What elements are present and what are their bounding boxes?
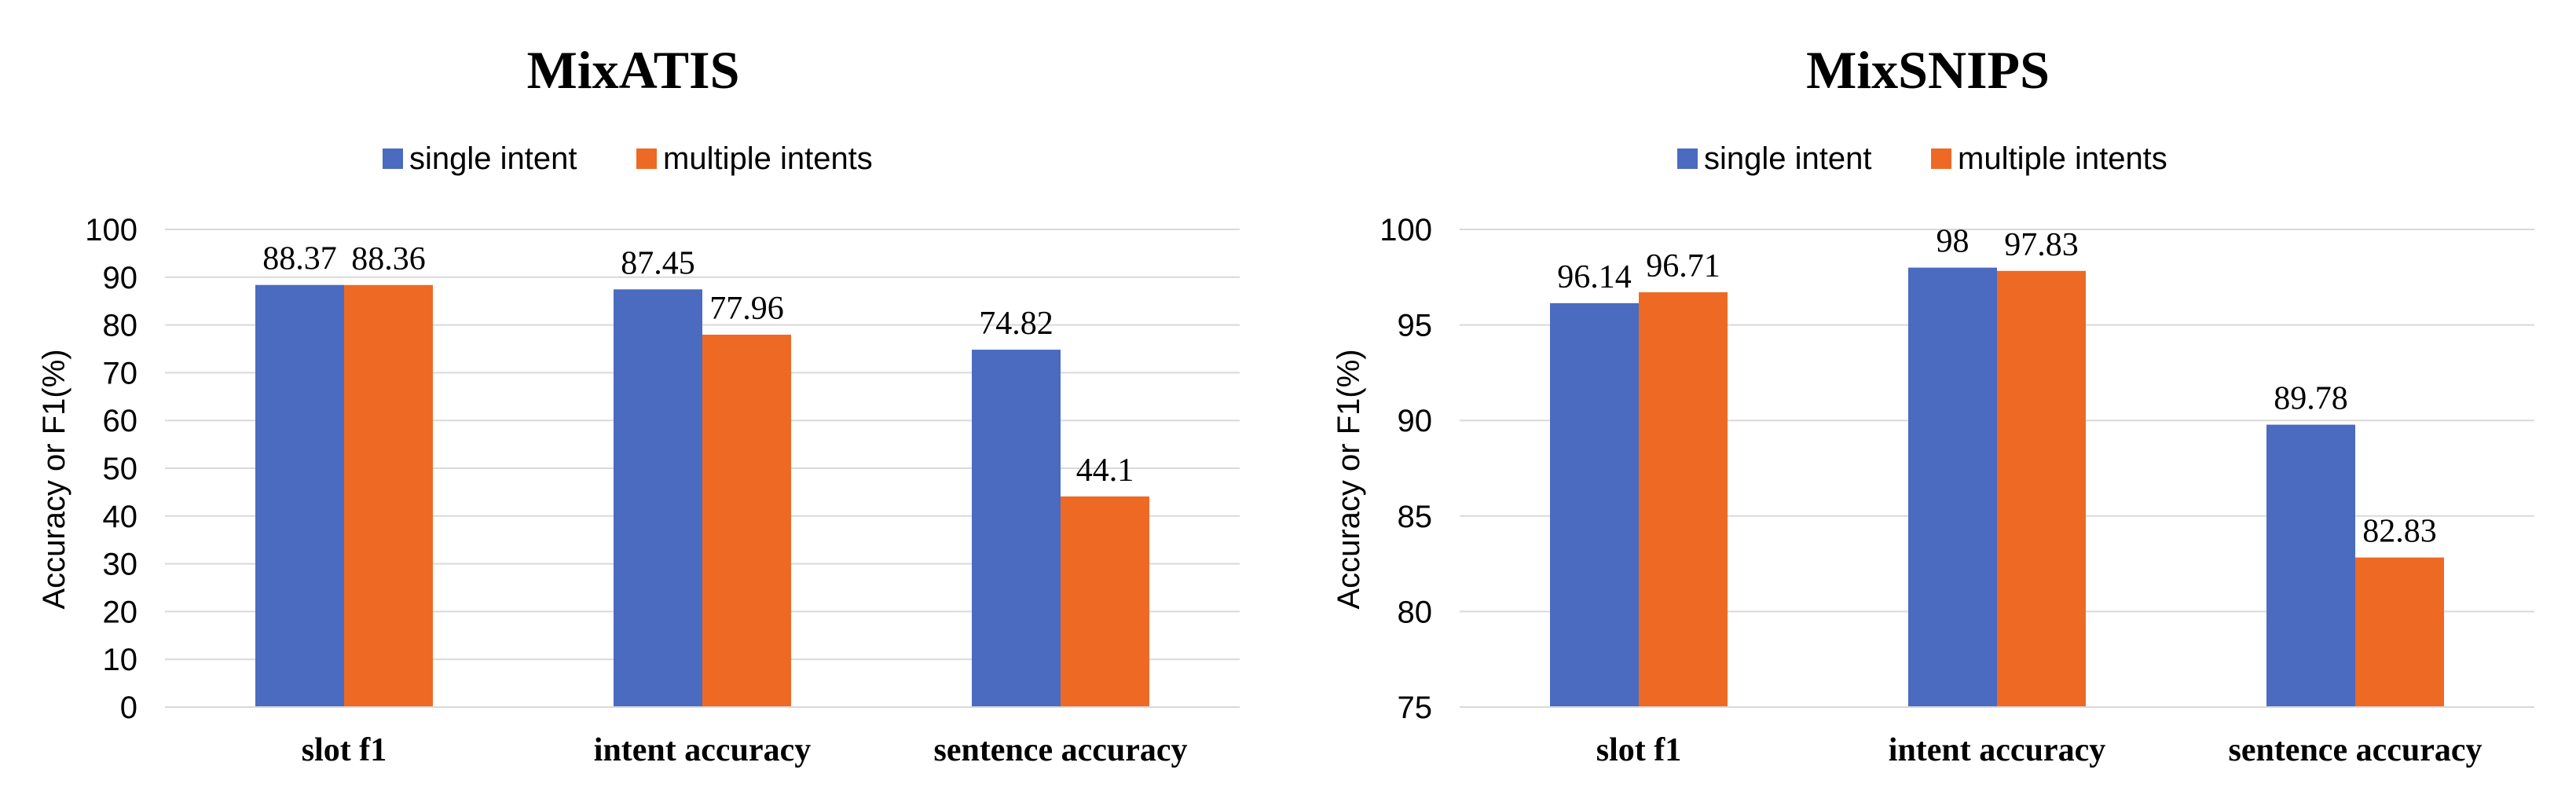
x-tick-label: slot f1: [1596, 732, 1682, 768]
y-tick-label: 85: [1398, 500, 1433, 534]
bar: [1908, 267, 1997, 707]
chart-mixatis: MixATIS single intent multiple intents A…: [37, 40, 1240, 768]
bar: [1061, 496, 1149, 707]
x-tick-label: slot f1: [302, 732, 387, 768]
x-tick-label: intent accuracy: [594, 732, 811, 768]
legend-swatch-single: [1677, 148, 1698, 169]
bar: [2355, 557, 2444, 707]
data-label: 97.83: [2004, 227, 2079, 263]
y-tick-label: 20: [103, 595, 138, 629]
plot-area: 0 10 20 30 40 50 60 70 80 90 100 88.37 88.36 slot f1 8…: [85, 213, 1240, 768]
data-label: 74.82: [979, 306, 1053, 342]
y-tick-label: 100: [1380, 213, 1432, 247]
legend-label-single: single intent: [409, 141, 577, 176]
bar: [2266, 424, 2355, 707]
y-tick-label: 60: [103, 404, 138, 438]
bar: [1550, 302, 1639, 707]
x-tick-label: sentence accuracy: [2228, 732, 2482, 768]
data-label: 88.36: [351, 241, 426, 277]
data-label: 96.14: [1557, 259, 1632, 295]
chart-title: MixSNIPS: [1806, 40, 2050, 100]
y-tick-label: 50: [103, 452, 138, 486]
data-label: 87.45: [621, 245, 695, 281]
y-tick-label: 80: [103, 309, 138, 343]
bar: [344, 284, 433, 707]
data-label: 89.78: [2274, 381, 2348, 417]
x-tick-label: intent accuracy: [1889, 732, 2105, 768]
data-label: 82.83: [2362, 514, 2437, 550]
plot-area: 75 80 85 90 95 100 96.14 96.71 slot f1 98 97.83 int…: [1380, 213, 2534, 768]
y-axis-label: Accuracy or F1(%): [37, 349, 71, 609]
legend-swatch-multiple: [1931, 148, 1951, 169]
legend-label-multiple: multiple intents: [1958, 141, 2167, 176]
legend-swatch-multiple: [636, 148, 657, 169]
legend: single intent multiple intents: [383, 141, 873, 176]
y-tick-label: 90: [103, 261, 138, 295]
y-tick-label: 0: [120, 691, 137, 725]
y-tick-label: 100: [85, 213, 137, 247]
data-label: 98: [1937, 224, 1970, 260]
y-axis-label: Accuracy or F1(%): [1332, 349, 1366, 609]
bar: [1639, 292, 1728, 707]
bar: [702, 335, 791, 707]
y-tick-label: 90: [1398, 404, 1433, 438]
y-tick-label: 80: [1398, 595, 1433, 629]
legend: single intent multiple intents: [1677, 141, 2167, 176]
y-tick-label: 95: [1398, 309, 1433, 343]
y-tick-label: 10: [103, 643, 138, 677]
legend-label-multiple: multiple intents: [663, 141, 873, 176]
bar: [255, 284, 344, 707]
y-tick-label: 30: [103, 548, 138, 582]
legend-swatch-single: [383, 148, 403, 169]
bar: [972, 350, 1061, 707]
y-tick-label: 75: [1398, 691, 1433, 725]
y-tick-label: 70: [103, 356, 138, 390]
legend-label-single: single intent: [1704, 141, 1871, 176]
data-label: 44.1: [1076, 453, 1134, 489]
bar: [1997, 270, 2086, 707]
x-tick-label: sentence accuracy: [933, 732, 1187, 768]
chart-mixsnips: MixSNIPS single intent multiple intents …: [1332, 40, 2534, 768]
data-label: 96.71: [1646, 248, 1720, 284]
data-label: 77.96: [709, 291, 784, 327]
chart-title: MixATIS: [527, 40, 740, 100]
data-label: 88.37: [262, 241, 337, 277]
y-tick-label: 40: [103, 500, 138, 534]
bar: [614, 289, 702, 708]
